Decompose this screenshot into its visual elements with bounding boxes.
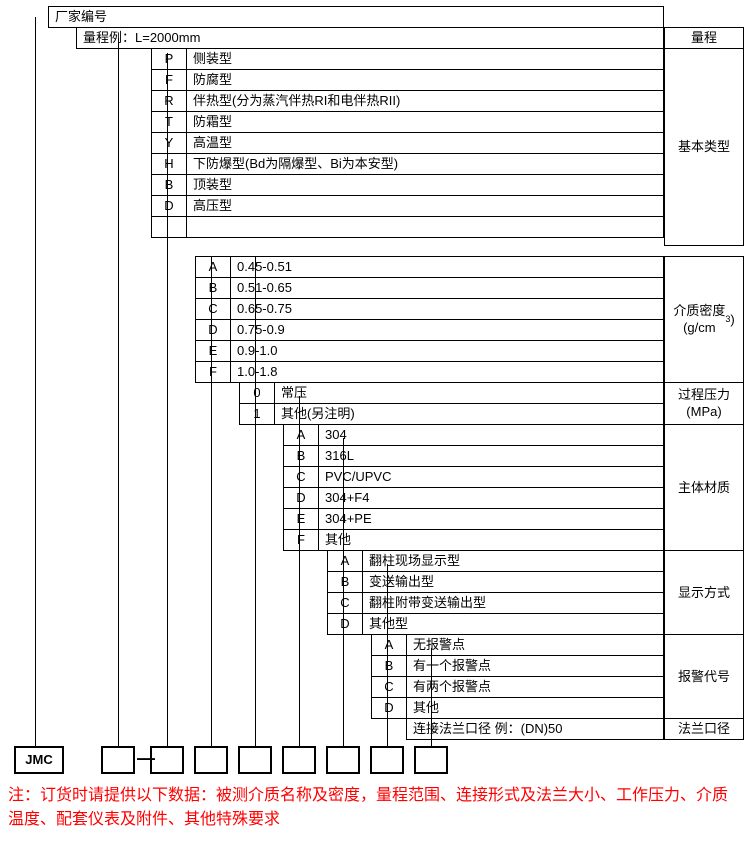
header-range-example: 量程例：L=2000mm <box>76 27 664 49</box>
vline-1 <box>118 38 119 746</box>
display-desc-0: 翻柱现场显示型 <box>362 550 664 572</box>
order-box-5 <box>282 746 316 774</box>
material-desc-4: 304+PE <box>318 508 664 530</box>
cat-material: 主体材质 <box>664 424 744 552</box>
alarm-desc-2: 有两个报警点 <box>406 676 664 698</box>
density-code-5: F <box>195 361 231 383</box>
display-desc-3: 其他型 <box>362 613 664 635</box>
alarm-desc-0: 无报警点 <box>406 634 664 656</box>
header-manufacturer-code: 厂家编号 <box>48 6 664 28</box>
vline-6 <box>343 438 344 746</box>
basic_type-desc-5: 下防爆型(Bd为隔爆型、Bi为本安型) <box>186 153 664 175</box>
order-box-8 <box>414 746 448 774</box>
pressure-code-1: 1 <box>239 403 275 425</box>
display-code-0: A <box>327 550 363 572</box>
basic_type-code-6: B <box>151 174 187 196</box>
order-box-7 <box>370 746 404 774</box>
vline-4 <box>255 256 256 746</box>
alarm-code-3: D <box>371 697 407 719</box>
cat-flange: 法兰口径 <box>664 718 744 740</box>
order-box-0: JMC <box>14 746 64 774</box>
vline-8 <box>431 648 432 746</box>
order-box-6 <box>326 746 360 774</box>
density-desc-0: 0.45-0.51 <box>230 256 664 278</box>
cat-density: 介质密度(g/cm3) <box>664 256 744 384</box>
material-code-4: E <box>283 508 319 530</box>
density-code-0: A <box>195 256 231 278</box>
cat-pressure: 过程压力(MPa) <box>664 382 744 426</box>
basic_type-desc-8 <box>186 216 664 238</box>
density-code-4: E <box>195 340 231 362</box>
flange-desc: 连接法兰口径 例：(DN)50 <box>406 718 664 740</box>
density-code-1: B <box>195 277 231 299</box>
cat-basic_type: 基本类型 <box>664 48 744 246</box>
density-desc-5: 1.0-1.8 <box>230 361 664 383</box>
pressure-desc-1: 其他(另注明) <box>274 403 664 425</box>
alarm-desc-1: 有一个报警点 <box>406 655 664 677</box>
order-note: 注：订货时请提供以下数据：被测介质名称及密度，量程范围、连接形式及法兰大小、工作… <box>8 784 728 832</box>
alarm-code-0: A <box>371 634 407 656</box>
order-box-4 <box>238 746 272 774</box>
basic_type-desc-1: 防腐型 <box>186 69 664 91</box>
material-desc-1: 316L <box>318 445 664 467</box>
basic_type-desc-3: 防霜型 <box>186 111 664 133</box>
order-box-1 <box>101 746 135 774</box>
pressure-desc-0: 常压 <box>274 382 664 404</box>
density-desc-1: 0.51-0.65 <box>230 277 664 299</box>
display-code-3: D <box>327 613 363 635</box>
basic_type-desc-4: 高温型 <box>186 132 664 154</box>
alarm-code-2: C <box>371 676 407 698</box>
material-code-0: A <box>283 424 319 446</box>
density-desc-3: 0.75-0.9 <box>230 319 664 341</box>
basic_type-code-4: Y <box>151 132 187 154</box>
display-code-2: C <box>327 592 363 614</box>
basic_type-code-8 <box>151 216 187 238</box>
vline-5 <box>299 396 300 746</box>
density-code-2: C <box>195 298 231 320</box>
vline-0 <box>35 17 36 746</box>
alarm-desc-3: 其他 <box>406 697 664 719</box>
basic_type-desc-2: 伴热型(分为蒸汽伴热RI和电伴热RII) <box>186 90 664 112</box>
display-code-1: B <box>327 571 363 593</box>
basic_type-desc-6: 顶装型 <box>186 174 664 196</box>
basic_type-code-5: H <box>151 153 187 175</box>
basic_type-desc-0: 侧装型 <box>186 48 664 70</box>
cat-display: 显示方式 <box>664 550 744 636</box>
basic_type-code-3: T <box>151 111 187 133</box>
density-desc-2: 0.65-0.75 <box>230 298 664 320</box>
material-desc-2: PVC/UPVC <box>318 466 664 488</box>
basic_type-code-1: F <box>151 69 187 91</box>
density-desc-4: 0.9-1.0 <box>230 340 664 362</box>
basic_type-desc-7: 高压型 <box>186 195 664 217</box>
material-desc-5: 其他 <box>318 529 664 551</box>
basic_type-code-0: P <box>151 48 187 70</box>
material-code-2: C <box>283 466 319 488</box>
alarm-code-1: B <box>371 655 407 677</box>
material-desc-0: 304 <box>318 424 664 446</box>
display-desc-1: 变送输出型 <box>362 571 664 593</box>
density-code-3: D <box>195 319 231 341</box>
vline-7 <box>387 564 388 746</box>
vline-2 <box>167 53 168 746</box>
cat-alarm: 报警代号 <box>664 634 744 720</box>
material-code-5: F <box>283 529 319 551</box>
material-code-1: B <box>283 445 319 467</box>
pressure-code-0: 0 <box>239 382 275 404</box>
display-desc-2: 翻柱附带变送输出型 <box>362 592 664 614</box>
order-box-3 <box>194 746 228 774</box>
material-code-3: D <box>283 487 319 509</box>
basic_type-code-2: R <box>151 90 187 112</box>
vline-3 <box>211 256 212 746</box>
dash: — <box>136 748 156 769</box>
cat-range: 量程 <box>664 27 744 49</box>
material-desc-3: 304+F4 <box>318 487 664 509</box>
basic_type-code-7: D <box>151 195 187 217</box>
